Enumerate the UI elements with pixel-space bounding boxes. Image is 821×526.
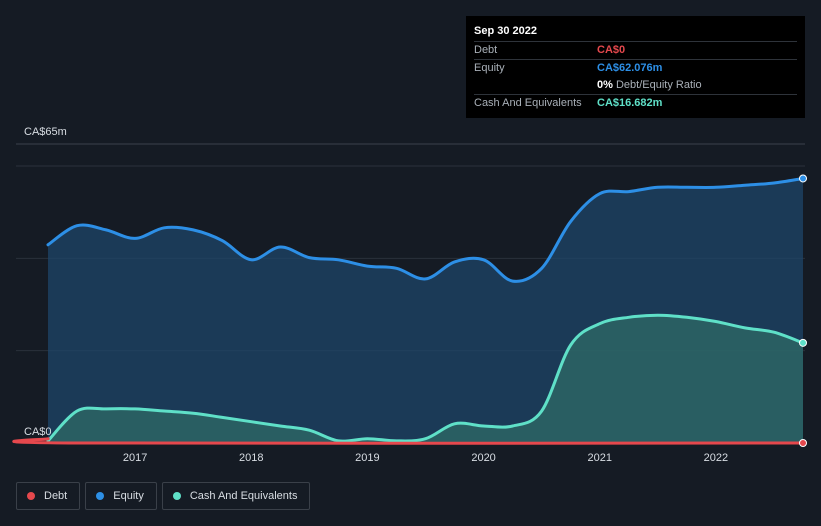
line-debt	[12, 437, 805, 445]
y-tick-label: CA$65m	[24, 126, 67, 138]
tooltip-label	[474, 77, 597, 94]
legend-dot-icon	[96, 492, 105, 500]
tooltip-value: CA$62.076m	[597, 62, 663, 74]
tooltip-label: Debt	[474, 44, 498, 56]
series-end-markers	[799, 174, 807, 447]
tooltip-row-debt: Debt CA$0	[474, 41, 797, 59]
tooltip-value: CA$0	[597, 44, 626, 56]
marker-cash-and-equivalents	[799, 338, 807, 347]
tooltip-row-ratio: 0% Debt/Equity Ratio	[474, 77, 797, 94]
x-tick-label: 2021	[587, 452, 611, 464]
tooltip-row-cash: Cash And Equivalents CA$16.682m	[474, 94, 797, 112]
legend-label: Cash And Equivalents	[189, 490, 298, 502]
tooltip-value: CA$16.682m	[597, 97, 663, 109]
marker-debt	[799, 439, 807, 447]
tooltip-label: Equity	[474, 62, 505, 74]
ratio-value: 0%	[597, 79, 613, 91]
tooltip-value: 0% Debt/Equity Ratio	[597, 77, 702, 94]
legend-item-cash[interactable]: Cash And Equivalents	[161, 482, 311, 510]
tooltip-label: Cash And Equivalents	[474, 97, 582, 109]
series-areas	[13, 178, 804, 444]
x-axis-labels: 2017 2018 2019 2020 2021 2022	[123, 452, 728, 464]
x-tick-label: 2018	[239, 452, 263, 464]
x-tick-label: 2017	[123, 452, 147, 464]
y-axis-labels: CA$65m CA$0	[24, 126, 67, 438]
legend-label: Debt	[44, 490, 68, 502]
x-tick-label: 2022	[704, 452, 728, 464]
legend-item-equity[interactable]: Equity	[85, 482, 157, 510]
tooltip-row-equity: Equity CA$62.076m	[474, 59, 797, 77]
legend-dot-icon	[27, 492, 35, 500]
line-cash-and-equivalents	[46, 313, 805, 443]
legend-dot-icon	[172, 492, 181, 500]
legend-label: Equity	[113, 490, 144, 502]
ratio-suffix: Debt/Equity Ratio	[615, 79, 702, 91]
series-lines	[12, 177, 805, 445]
x-tick-label: 2019	[355, 452, 379, 464]
line-equity	[46, 177, 805, 283]
legend-item-debt[interactable]: Debt	[16, 482, 81, 510]
tooltip-panel: Sep 30 2022 Debt CA$0 Equity CA$62.076m …	[466, 16, 805, 118]
tooltip-date: Sep 30 2022	[474, 25, 537, 37]
y-tick-label: CA$0	[24, 426, 52, 438]
chart-legend: Debt Equity Cash And Equivalents	[16, 482, 311, 510]
x-tick-label: 2020	[471, 452, 495, 464]
marker-equity	[799, 174, 807, 183]
area-cash-and-equivalents	[48, 315, 803, 443]
